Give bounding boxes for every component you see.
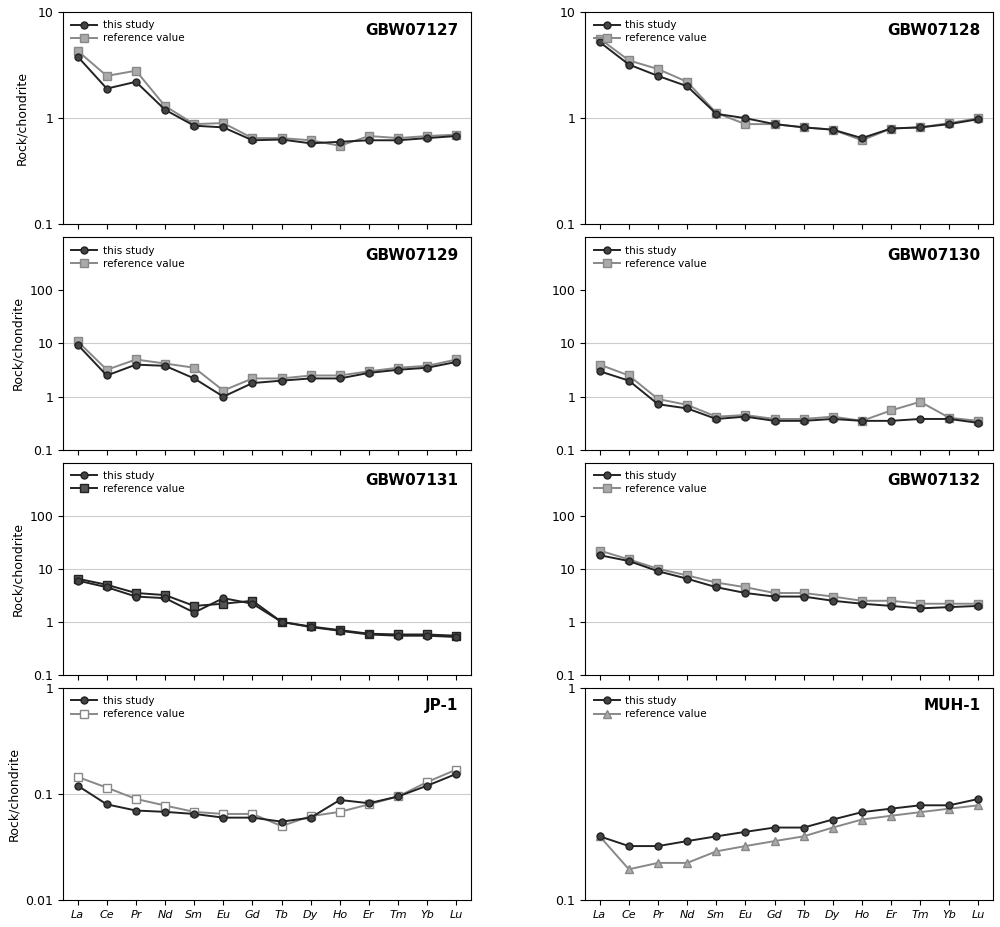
Legend: this study, reference value: this study, reference value <box>590 18 710 46</box>
Text: GBW07127: GBW07127 <box>365 22 459 38</box>
Legend: this study, reference value: this study, reference value <box>590 243 710 272</box>
Text: GBW07128: GBW07128 <box>888 22 981 38</box>
Y-axis label: Rock/chondrite: Rock/chondrite <box>11 297 24 390</box>
Text: JP-1: JP-1 <box>425 698 459 714</box>
Text: GBW07131: GBW07131 <box>366 473 459 489</box>
Text: MUH-1: MUH-1 <box>924 698 981 714</box>
Legend: this study, reference value: this study, reference value <box>590 468 710 497</box>
Y-axis label: Rock/chondrite: Rock/chondrite <box>7 747 20 841</box>
Text: GBW07129: GBW07129 <box>365 248 459 263</box>
Legend: this study, reference value: this study, reference value <box>68 693 187 722</box>
Text: GBW07132: GBW07132 <box>888 473 981 489</box>
Y-axis label: Rock/chondrite: Rock/chondrite <box>11 522 24 616</box>
Legend: this study, reference value: this study, reference value <box>68 18 187 46</box>
Legend: this study, reference value: this study, reference value <box>68 243 187 272</box>
Legend: this study, reference value: this study, reference value <box>68 468 187 497</box>
Y-axis label: Rock/chondrite: Rock/chondrite <box>15 71 28 165</box>
Legend: this study, reference value: this study, reference value <box>590 693 710 722</box>
Text: GBW07130: GBW07130 <box>888 248 981 263</box>
